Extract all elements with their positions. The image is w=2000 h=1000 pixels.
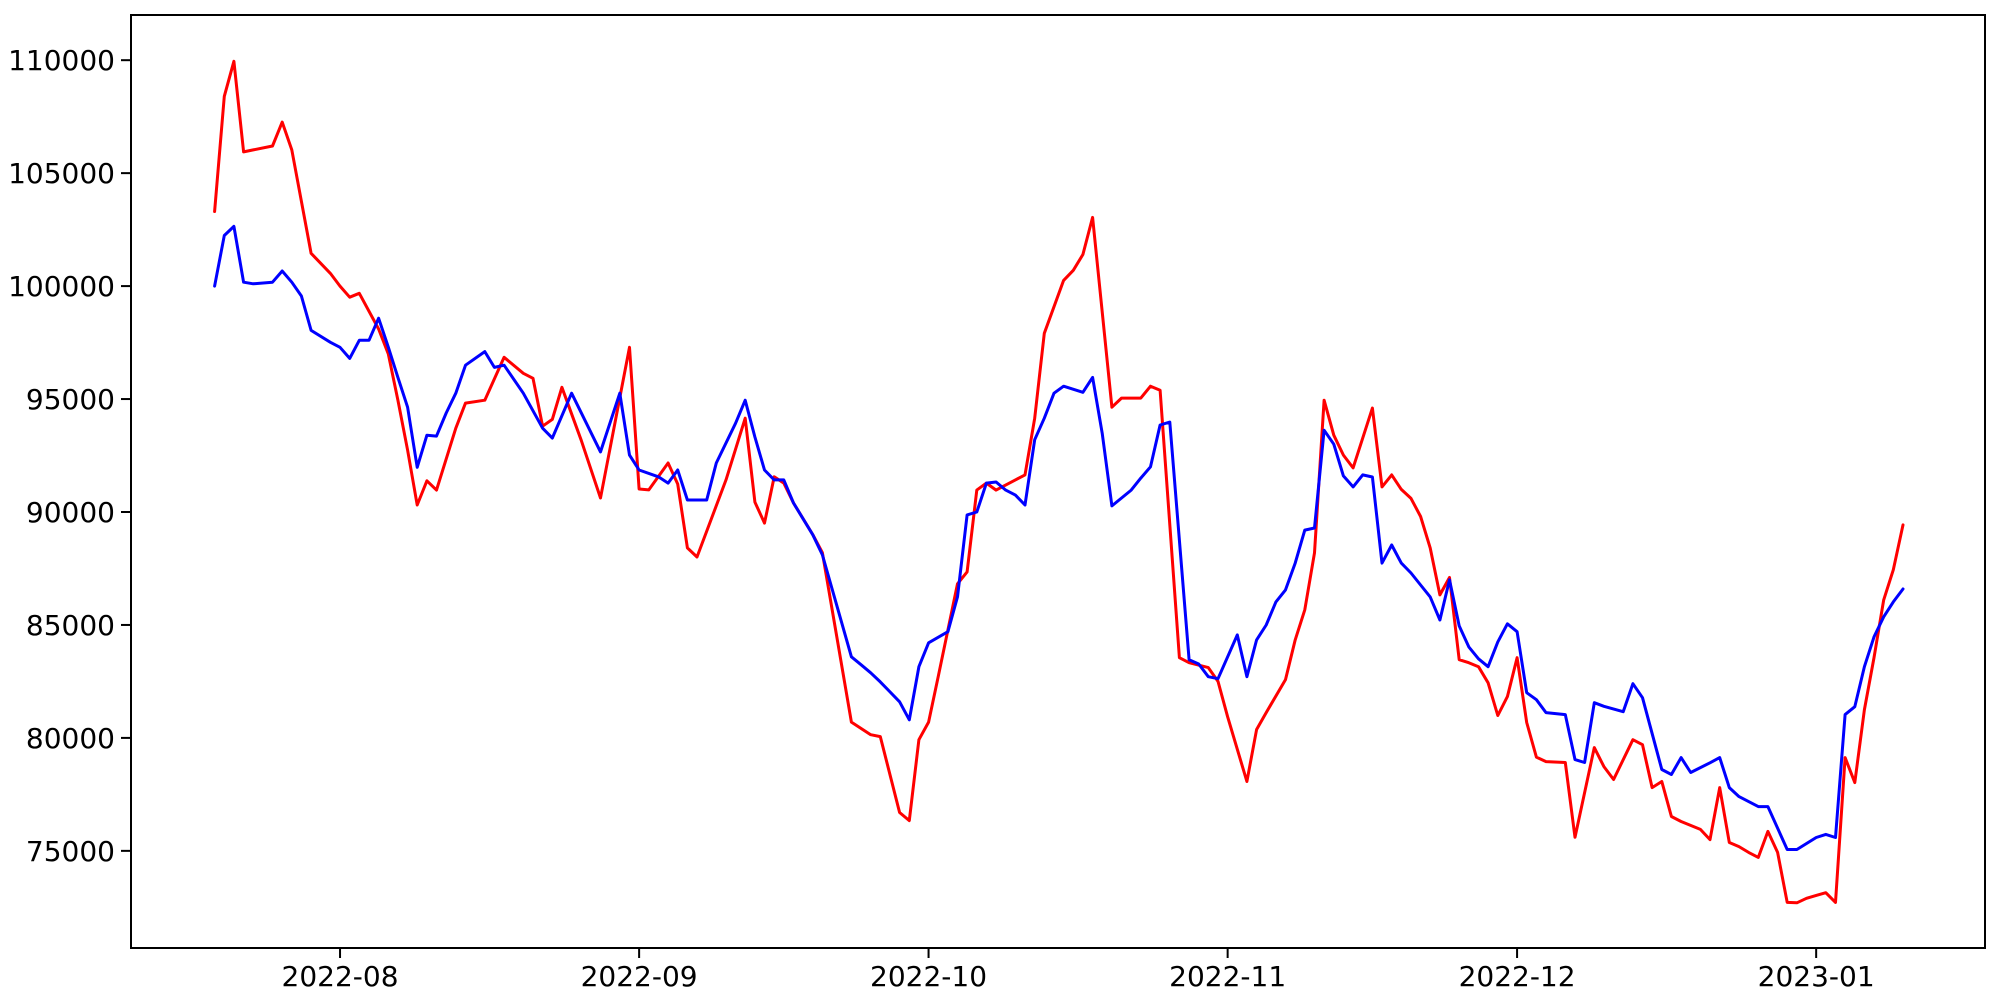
x-tick-label: 2022-11 xyxy=(1169,960,1286,993)
x-tick-label: 2023-01 xyxy=(1758,960,1875,993)
x-tick-label: 2022-08 xyxy=(282,960,399,993)
plot-border xyxy=(130,14,1986,949)
red-series-line xyxy=(213,59,1905,905)
x-tick-label: 2022-12 xyxy=(1459,960,1576,993)
y-tick-label: 110000 xyxy=(8,44,115,77)
y-tick-label: 100000 xyxy=(8,270,115,303)
y-tick-label: 105000 xyxy=(8,157,115,190)
y-tick-label: 95000 xyxy=(26,383,115,416)
x-tick-label: 2022-10 xyxy=(870,960,987,993)
x-tick-label: 2022-09 xyxy=(581,960,698,993)
y-tick-label: 90000 xyxy=(26,496,115,529)
blue-series-line xyxy=(213,224,1905,851)
y-tick-label: 75000 xyxy=(26,835,115,868)
y-tick-label: 80000 xyxy=(26,722,115,755)
y-tick-label: 85000 xyxy=(26,609,115,642)
